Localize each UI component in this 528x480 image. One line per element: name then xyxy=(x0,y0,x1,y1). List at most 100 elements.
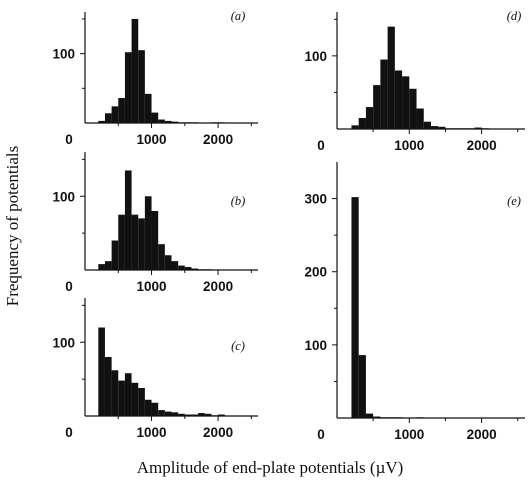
panel-a-bar xyxy=(164,120,172,123)
panel-d-bar xyxy=(423,121,431,129)
panel-d-bar xyxy=(481,128,489,129)
panel-a-bar xyxy=(131,18,139,123)
panel-d-bar xyxy=(387,26,395,129)
panel-a-bar xyxy=(211,122,219,123)
panel-a-bar xyxy=(118,98,125,123)
panel-a-bar xyxy=(171,121,179,123)
panel-a-label: (a) xyxy=(231,9,246,23)
panel-c-y-tick-label: 100 xyxy=(52,335,75,350)
panel-e-x-tick-label: 2000 xyxy=(467,427,497,442)
panel-d-x-tick-label: 2000 xyxy=(467,138,497,153)
panel-b-label: (b) xyxy=(231,194,246,208)
panel-a-bar xyxy=(144,93,152,123)
panel-a-bar xyxy=(191,122,199,123)
panel-c-bar xyxy=(111,370,119,416)
panel-b-bar xyxy=(184,267,192,270)
panel-b-bar xyxy=(118,214,125,270)
panel-d-x-tick-label: 1000 xyxy=(394,138,424,153)
panel-c-bar xyxy=(204,413,212,416)
panel-d-bar xyxy=(474,127,482,129)
panel-c-x-tick-label: 0 xyxy=(65,425,73,440)
panel-c-bar xyxy=(218,414,225,416)
panel-a-y-tick-label: 100 xyxy=(52,47,75,62)
panel-a-bar xyxy=(184,122,192,123)
panel-e-bar xyxy=(365,413,374,418)
panel-c-bar xyxy=(138,387,145,416)
panel-c-bar xyxy=(124,373,132,416)
panel-d-bar xyxy=(394,70,403,129)
panel-c-bar xyxy=(131,382,139,416)
panel-e-bar xyxy=(387,417,395,418)
panel-c-bar xyxy=(118,380,125,416)
panel-b-bar xyxy=(164,255,172,270)
panel-d-bar xyxy=(409,88,417,129)
panel-b-bar xyxy=(104,261,112,270)
panel-a-bar xyxy=(218,122,225,123)
panel-e-y-tick-label: 200 xyxy=(304,265,327,280)
panel-e-y-tick-label: 100 xyxy=(304,338,327,353)
panel-a-x-tick-label: 0 xyxy=(65,132,73,147)
panel-e-x-tick-label: 1000 xyxy=(394,427,424,442)
panel-a-bar xyxy=(151,112,159,123)
panel-b-bar xyxy=(131,214,139,270)
panel-e-bar xyxy=(394,417,403,418)
panel-e-label: (e) xyxy=(507,194,521,208)
panel-d-bar xyxy=(351,125,359,129)
panel-c-bar xyxy=(191,414,199,416)
panel-c-bar xyxy=(198,413,205,416)
y-axis-title: Frequency of potentials xyxy=(3,146,22,307)
panel-b-x-tick-label: 0 xyxy=(65,279,73,294)
panel-b-bar xyxy=(171,261,179,270)
panel-d-bar xyxy=(402,76,410,129)
panel-d-bar xyxy=(459,128,468,129)
panel-b-bar xyxy=(198,269,205,270)
panel-b-bar xyxy=(124,170,132,270)
panel-e-x-tick-label: 0 xyxy=(317,427,325,442)
panel-b-y-tick-label: 100 xyxy=(52,189,75,204)
panel-c-bar xyxy=(98,327,105,416)
panel-d-bar xyxy=(438,126,446,129)
panel-b-x-tick-label: 1000 xyxy=(137,279,167,294)
panel-e-bar xyxy=(416,417,424,418)
panel-c-bar xyxy=(164,411,172,416)
panel-d-x-tick-label: 0 xyxy=(317,138,325,153)
x-axis-title: Amplitude of end-plate potentials (µV) xyxy=(137,458,404,477)
panel-d-bar xyxy=(445,128,453,129)
panel-d-bar xyxy=(431,126,439,129)
panel-a-bar xyxy=(111,106,119,123)
panel-e-bar xyxy=(380,417,388,418)
panel-a-bar xyxy=(158,119,165,123)
panel-c-x-tick-label: 2000 xyxy=(203,425,233,440)
panel-d-bar xyxy=(380,59,388,129)
panel-d-bar xyxy=(365,107,374,129)
panel-c-bar xyxy=(104,357,112,416)
panel-e-y-tick-label: 300 xyxy=(304,192,327,207)
panel-d-bar xyxy=(467,128,475,129)
panel-c-bar xyxy=(178,413,185,416)
panel-a-bar xyxy=(98,120,105,123)
panel-c-bar xyxy=(171,412,179,416)
panel-b-bar xyxy=(144,196,152,270)
panel-b-bar xyxy=(178,265,185,270)
panel-b-bar xyxy=(151,211,159,270)
panel-b-bar xyxy=(138,218,145,270)
panel-d-label: (d) xyxy=(507,9,522,23)
panel-d-y-tick-label: 100 xyxy=(304,49,327,64)
panel-b-bar xyxy=(98,264,105,270)
panel-d-bar xyxy=(416,108,424,129)
panel-c-x-tick-label: 1000 xyxy=(137,425,167,440)
panel-e-bar xyxy=(351,197,359,418)
panel-a-bar xyxy=(104,113,112,123)
panel-e-bar xyxy=(358,355,366,418)
panel-a-x-tick-label: 2000 xyxy=(203,132,233,147)
panel-c-bar xyxy=(211,415,219,416)
panel-a-x-tick-label: 1000 xyxy=(137,132,167,147)
panel-d-bar xyxy=(373,85,381,129)
panel-b-bar xyxy=(111,240,119,270)
panel-e-bar xyxy=(373,416,381,418)
panel-a-bar xyxy=(138,50,145,123)
panel-b-bar xyxy=(158,244,165,270)
panel-d-bar xyxy=(452,128,460,129)
panel-a-bar xyxy=(178,122,185,123)
